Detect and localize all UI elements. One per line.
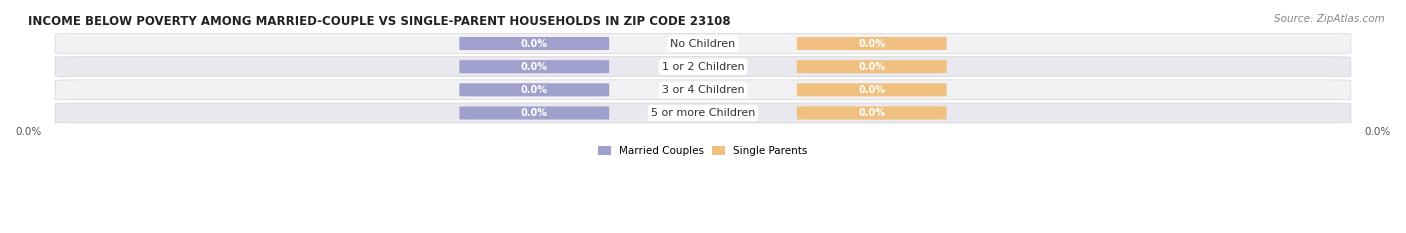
Text: 0.0%: 0.0% bbox=[858, 108, 886, 118]
FancyBboxPatch shape bbox=[55, 103, 1351, 123]
FancyBboxPatch shape bbox=[460, 60, 609, 73]
Text: 0.0%: 0.0% bbox=[520, 62, 548, 72]
FancyBboxPatch shape bbox=[460, 83, 609, 96]
Text: 0.0%: 0.0% bbox=[858, 85, 886, 95]
Text: 0.0%: 0.0% bbox=[520, 85, 548, 95]
FancyBboxPatch shape bbox=[55, 80, 1351, 100]
Text: INCOME BELOW POVERTY AMONG MARRIED-COUPLE VS SINGLE-PARENT HOUSEHOLDS IN ZIP COD: INCOME BELOW POVERTY AMONG MARRIED-COUPL… bbox=[28, 15, 731, 28]
FancyBboxPatch shape bbox=[460, 37, 609, 50]
Text: 3 or 4 Children: 3 or 4 Children bbox=[662, 85, 744, 95]
FancyBboxPatch shape bbox=[797, 106, 946, 120]
Text: No Children: No Children bbox=[671, 38, 735, 48]
Text: 0.0%: 0.0% bbox=[520, 38, 548, 48]
Text: 1 or 2 Children: 1 or 2 Children bbox=[662, 62, 744, 72]
Text: 0.0%: 0.0% bbox=[858, 38, 886, 48]
FancyBboxPatch shape bbox=[55, 34, 1351, 54]
FancyBboxPatch shape bbox=[797, 60, 946, 73]
FancyBboxPatch shape bbox=[460, 106, 609, 120]
FancyBboxPatch shape bbox=[55, 57, 1351, 77]
Legend: Married Couples, Single Parents: Married Couples, Single Parents bbox=[596, 144, 810, 158]
Text: 0.0%: 0.0% bbox=[520, 108, 548, 118]
FancyBboxPatch shape bbox=[797, 37, 946, 50]
FancyBboxPatch shape bbox=[797, 83, 946, 96]
Text: Source: ZipAtlas.com: Source: ZipAtlas.com bbox=[1274, 14, 1385, 24]
Text: 5 or more Children: 5 or more Children bbox=[651, 108, 755, 118]
Text: 0.0%: 0.0% bbox=[858, 62, 886, 72]
